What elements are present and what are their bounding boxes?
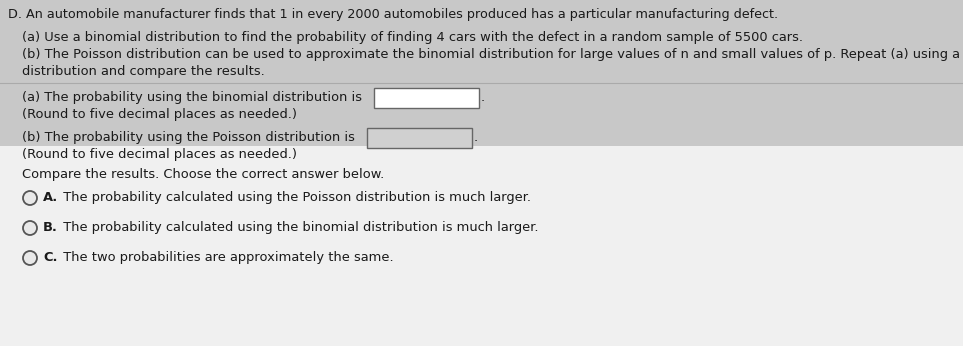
Text: (b) The probability using the Poisson distribution is: (b) The probability using the Poisson di…: [22, 131, 355, 144]
FancyBboxPatch shape: [0, 146, 963, 346]
Text: (a) Use a binomial distribution to find the probability of finding 4 cars with t: (a) Use a binomial distribution to find …: [22, 31, 803, 44]
Text: The probability calculated using the binomial distribution is much larger.: The probability calculated using the bin…: [55, 221, 538, 234]
Text: (a) The probability using the binomial distribution is: (a) The probability using the binomial d…: [22, 91, 362, 104]
Text: distribution and compare the results.: distribution and compare the results.: [22, 65, 265, 78]
Circle shape: [23, 221, 37, 235]
Text: The probability calculated using the Poisson distribution is much larger.: The probability calculated using the Poi…: [55, 191, 531, 204]
FancyBboxPatch shape: [367, 128, 472, 148]
Circle shape: [23, 191, 37, 205]
Text: (Round to five decimal places as needed.): (Round to five decimal places as needed.…: [22, 108, 297, 121]
Text: Compare the results. Choose the correct answer below.: Compare the results. Choose the correct …: [22, 168, 384, 181]
Text: .: .: [481, 91, 485, 104]
Text: A.: A.: [43, 191, 58, 204]
Text: C.: C.: [43, 251, 58, 264]
Text: (Round to five decimal places as needed.): (Round to five decimal places as needed.…: [22, 148, 297, 161]
Text: B.: B.: [43, 221, 58, 234]
Text: The two probabilities are approximately the same.: The two probabilities are approximately …: [55, 251, 394, 264]
FancyBboxPatch shape: [374, 88, 479, 108]
Text: (b) The Poisson distribution can be used to approximate the binomial distributio: (b) The Poisson distribution can be used…: [22, 48, 963, 61]
FancyBboxPatch shape: [0, 0, 963, 146]
Text: D. An automobile manufacturer finds that 1 in every 2000 automobiles produced ha: D. An automobile manufacturer finds that…: [8, 8, 778, 21]
Circle shape: [23, 251, 37, 265]
Text: .: .: [474, 131, 478, 144]
